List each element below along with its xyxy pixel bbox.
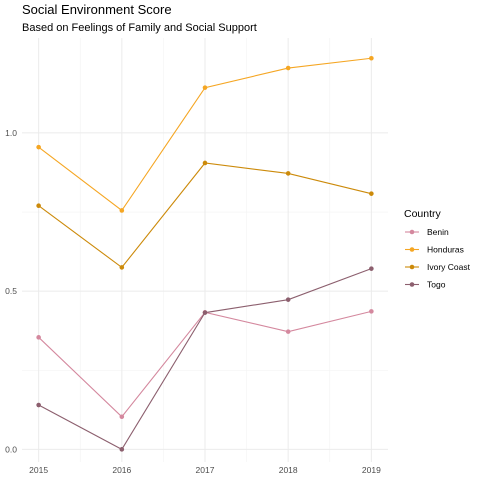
data-point-honduras <box>119 208 125 213</box>
chart-title: Social Environment Score <box>22 2 172 17</box>
legend-item-ivory-coast: Ivory Coast <box>405 262 471 272</box>
legend-item-honduras: Honduras <box>405 245 464 255</box>
legend-label: Benin <box>427 227 449 237</box>
data-point-benin <box>369 309 374 314</box>
y-tick-label: 0.5 <box>5 286 17 296</box>
series-points <box>36 55 374 452</box>
data-point-togo <box>285 297 291 302</box>
legend-key-point <box>409 282 415 287</box>
legend-title: Country <box>404 208 442 220</box>
data-point-honduras <box>202 85 208 90</box>
data-point-togo <box>119 447 125 452</box>
y-tick-label: 0.0 <box>5 444 17 454</box>
x-tick-label: 2019 <box>362 465 381 475</box>
data-point-ivory-coast <box>369 191 374 196</box>
legend-label: Ivory Coast <box>427 262 471 272</box>
legend-key-point <box>409 247 415 252</box>
data-point-benin <box>36 335 41 340</box>
y-tick-label: 1.0 <box>5 128 17 138</box>
data-point-benin <box>285 329 291 334</box>
x-axis-ticks: 2015 2016 2017 2018 2019 <box>29 465 381 475</box>
legend-label: Togo <box>427 280 446 290</box>
legend-key-point <box>409 264 415 270</box>
data-point-ivory-coast <box>285 171 291 176</box>
legend-item-togo: Togo <box>405 280 446 290</box>
data-point-honduras <box>285 65 291 71</box>
legend-label: Honduras <box>427 245 464 255</box>
legend: Country Benin Honduras Ivory Coast Togo <box>404 208 471 290</box>
data-point-ivory-coast <box>119 265 125 270</box>
gridlines <box>22 38 388 462</box>
x-tick-label: 2017 <box>196 465 215 475</box>
legend-item-benin: Benin <box>405 227 449 237</box>
data-point-ivory-coast <box>202 160 208 166</box>
data-point-togo <box>369 266 374 271</box>
data-point-togo <box>202 310 208 315</box>
x-tick-label: 2016 <box>112 465 131 475</box>
data-point-ivory-coast <box>36 203 41 209</box>
data-point-benin <box>119 414 125 420</box>
legend-key-point <box>409 229 415 235</box>
chart-subtitle: Based on Feelings of Family and Social S… <box>22 22 257 34</box>
data-point-togo <box>36 402 41 408</box>
x-tick-label: 2015 <box>29 465 48 475</box>
data-point-honduras <box>369 55 374 61</box>
data-point-honduras <box>36 144 41 150</box>
y-axis-ticks: 0.0 0.5 1.0 <box>5 128 17 454</box>
x-tick-label: 2018 <box>279 465 298 475</box>
